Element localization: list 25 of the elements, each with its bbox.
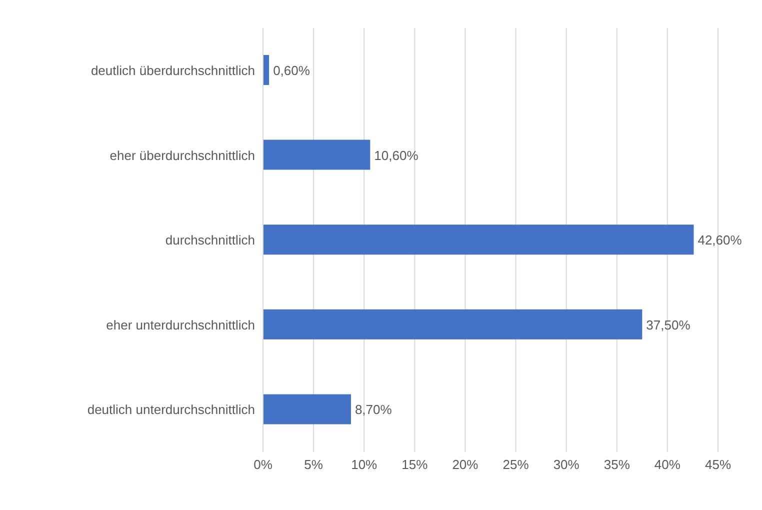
bar [263, 55, 270, 85]
bar [263, 224, 694, 255]
x-tick-label: 5% [304, 457, 324, 472]
bar [263, 309, 642, 340]
x-tick-label: 20% [452, 457, 479, 472]
y-tick-label: eher überdurchschnittlich [110, 148, 255, 163]
data-label: 0,60% [273, 63, 310, 78]
x-tick-label: 25% [502, 457, 530, 472]
data-label: 10,60% [374, 148, 419, 163]
x-tick-label: 30% [553, 457, 580, 472]
x-tick-label: 35% [604, 457, 630, 472]
y-tick-label: deutlich unterdurchschnittlich [87, 402, 255, 418]
data-label: 37,50% [646, 317, 691, 332]
x-tick-label: 10% [351, 457, 378, 472]
data-label: 8,70% [354, 402, 392, 418]
x-tick-label: 15% [402, 457, 428, 472]
x-tick-label: 0% [254, 457, 273, 472]
y-tick-label: durchschnittlich [165, 232, 255, 248]
x-tick-label: 45% [704, 457, 732, 472]
data-label: 42,60% [698, 232, 742, 248]
y-tick-label: eher unterdurchschnittlich [106, 317, 255, 332]
bar [263, 140, 370, 170]
bar [263, 394, 351, 424]
x-tick-label: 40% [654, 457, 681, 472]
y-tick-label: deutlich überdurchschnittlich [90, 63, 255, 78]
